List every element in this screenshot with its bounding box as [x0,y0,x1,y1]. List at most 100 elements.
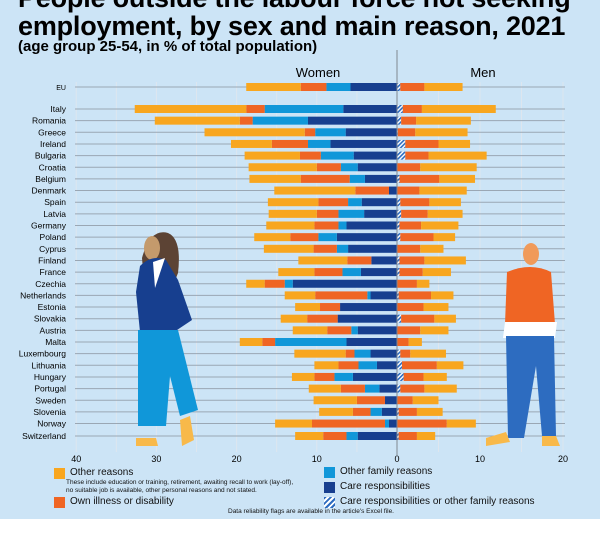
bar-women-other_family [315,128,346,137]
bar-women-care [357,163,397,172]
legend-other: Other reasons [70,467,134,478]
bar-men-hatched [397,83,401,91]
bar-women-illness [347,256,372,265]
x-tick-label: 20 [232,454,242,464]
bar-men-other [420,244,444,253]
country-label: Spain [44,197,66,207]
bar-women-other_family [370,407,382,416]
bar-women-care [352,372,397,381]
bar-women-other [134,105,247,113]
bar-men-illness [400,349,411,358]
bar-women-illness [264,279,285,288]
legend-swatch-other [54,468,65,479]
bar-women-care [381,407,397,416]
bar-men-other [415,128,468,137]
bar-women-other_family [364,384,380,393]
country-label: Bulgaria [35,151,66,161]
bar-men-hatched [397,139,406,148]
bar-men-illness [397,396,413,405]
bar-men-other [424,384,457,393]
bar-men-other [438,139,471,148]
x-tick-label: 0 [394,454,399,464]
bar-men-hatched [397,291,399,300]
country-label: Cyprus [39,244,66,254]
bar-women-other [246,83,301,91]
bar-women-illness [340,384,365,393]
bar-men-other [420,163,477,172]
bar-men-illness [398,407,417,416]
bar-men-other [421,105,496,113]
bar-women-care [364,209,397,218]
bar-women-illness [352,407,371,416]
bar-women-care [346,221,397,230]
bar-women-care [357,432,397,440]
bar-women-illness [304,128,316,137]
bar-women-care [364,174,397,183]
bar-women-other [292,326,328,335]
bar-men-other [419,186,467,195]
country-label: Estonia [38,302,67,312]
bar-women-other_family [367,291,371,300]
country-label: Finland [38,255,66,265]
bar-women-other [263,244,314,253]
bar-women-other_family [342,268,361,277]
bar-women-other [308,384,341,393]
legend-other-note-2: no suitable job is available, other pers… [66,487,257,494]
bar-women-care [384,396,397,405]
bar-women-other [204,128,305,137]
bar-women-care [346,338,397,346]
bar-men-hatched [397,432,399,440]
bar-men-illness [397,419,447,428]
legend-other-note-1: These include education or training, ret… [66,479,294,486]
bar-women-care [292,279,397,288]
bar-men-other [446,419,476,428]
bar-women-other [239,338,263,346]
bar-women-illness [290,233,319,242]
bar-women-other_family [275,338,347,346]
bar-men-hatched [397,361,402,370]
chart-title-line-1: People outside the labour force not seek… [18,0,571,14]
bar-women-illness [314,268,343,277]
bar-women-other [314,361,339,370]
country-label: Poland [40,232,67,242]
bar-men-illness [405,151,429,160]
bar-men-other [410,349,446,358]
bar-women-care [370,291,397,300]
bar-men-other [429,198,461,207]
bar-men-other [416,407,443,416]
x-tick-label: 10 [475,454,485,464]
bar-women-illness [307,314,338,323]
bar-men-other [423,303,449,312]
bar-men-illness [400,384,425,393]
men-panel-label: Men [470,65,495,80]
bar-women-care [360,268,397,277]
bar-men-other [422,268,451,277]
bar-men-hatched [397,221,400,230]
bar-men-hatched [397,384,401,393]
country-label: Lithuania [31,360,66,370]
bar-women-care [330,139,397,148]
country-label: Romania [32,116,66,126]
bar-women-other [246,279,265,288]
bar-women-illness [314,372,335,381]
bar-women-other_family [346,432,358,440]
bar-men-other [424,83,463,91]
country-label: Austria [40,325,67,335]
bar-women-care [345,128,397,137]
country-label: Slovenia [33,407,66,417]
bar-women-other [230,139,272,148]
bar-men-other [439,174,476,183]
country-label: Slovakia [34,314,66,324]
bar-women-other_family [320,151,354,160]
bar-women-other [249,174,301,183]
bar-men-illness [400,198,430,207]
bar-women-illness [262,338,276,346]
bar-women-illness [313,244,337,253]
bar-men-illness [400,83,425,91]
bar-women-care [343,105,397,113]
bar-men-illness [397,279,417,288]
bar-women-other [291,372,315,381]
bar-women-illness [271,139,308,148]
bar-women-care [357,326,397,335]
